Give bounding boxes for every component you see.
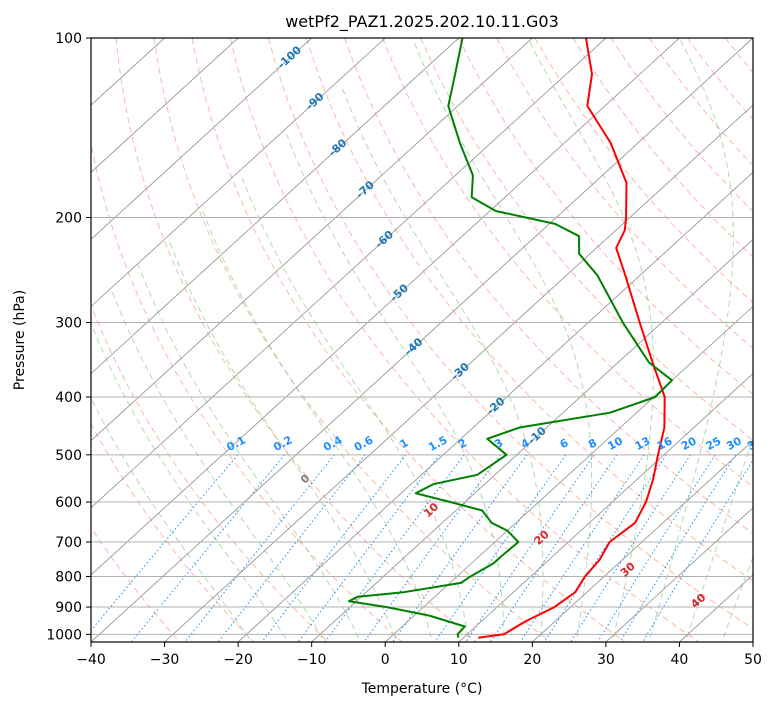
y-tick-label: 900 [55,600,82,616]
mixing-ratio-line [261,454,407,642]
dry-adiabat [458,38,753,395]
mixing-ratio-label: 36 [745,434,765,453]
mixing-ratio-line [392,454,528,642]
y-axis-title: Pressure (hPa) [12,290,28,390]
isotherm-line [311,238,753,642]
moist-adiabat [684,436,753,642]
isotherm-line [164,104,753,642]
x-tick-label: −10 [297,652,327,668]
isotherm-line [384,305,753,642]
y-tick-label: 600 [55,495,82,511]
dry-adiabat [91,422,255,642]
y-tick-label: 400 [55,390,82,406]
isotherm-line [605,507,753,642]
dry-adiabat [267,38,753,630]
mixing-ratio-line [570,454,691,642]
y-tick-label: 300 [55,316,82,332]
x-tick-label: 0 [381,652,390,668]
dewpoint-line [348,38,673,638]
isotherm-line [458,372,753,642]
mixing-ratio-label: 25 [704,434,724,453]
background-lines [91,38,753,642]
isotherm-line [91,38,607,509]
y-tick-label: 500 [55,448,82,464]
x-tick-label: −30 [150,652,180,668]
moist-adiabat [169,242,397,642]
mixing-ratio-label: 10 [605,434,625,453]
moist-adiabat [91,322,289,642]
profile-lines [348,38,673,639]
mixing-ratio-label: 13 [633,434,653,453]
dry-adiabat [153,38,552,642]
isotherm-line [532,440,753,642]
y-tick-label: 200 [55,211,82,227]
isotherm-line [91,38,753,642]
moist-adiabat [340,85,544,642]
chart-title: wetPf2_PAZ1.2025.202.10.11.G03 [285,12,559,32]
isotherm-line [91,38,312,240]
x-tick-label: 40 [671,652,689,668]
dry-adiabat [191,38,626,642]
isotherm-line [91,38,533,442]
axes: −40 −30 −20 −10 0 10 20 30 40 50 100 200 300 400 500 60… [46,31,762,668]
x-tick-label: −40 [76,652,106,668]
x-tick-label: 30 [597,652,615,668]
dry-adiabat [344,38,753,535]
moist-adiabat [91,396,253,642]
mixing-ratio-label: 16 [655,434,675,453]
x-tick-label: 10 [450,652,468,668]
mixing-ratio-line [184,454,335,642]
mixing-ratio-label: 30 [724,434,744,453]
mixing-ratio-line [91,454,239,632]
moist-adiabat [721,555,753,642]
y-tick-label: 700 [55,535,82,551]
dry-adiabat [420,38,753,441]
mixing-ratio-label: 20 [679,434,699,453]
isotherm-line [237,171,753,642]
temperature-line [478,38,666,639]
y-tick-label: 100 [55,31,82,47]
isotherm-line [91,38,386,308]
x-tick-label: 20 [523,652,541,668]
y-tick-label: 1000 [46,627,82,643]
moist-adiabat [111,290,326,642]
moist-adiabat [412,38,593,642]
dry-adiabat [91,526,181,642]
mixing-ratio-line [363,454,501,642]
dry-adiabat [115,38,478,642]
x-tick-label: 50 [744,652,762,668]
moist-adiabat [648,38,734,642]
y-tick-label: 800 [55,570,82,586]
mixing-ratio-line [217,454,366,642]
isotherm-line [91,38,680,576]
mixing-ratio-line [519,454,645,642]
x-tick-label: −20 [223,652,253,668]
mixing-ratio-line [465,454,595,642]
x-axis-title: Temperature (°C) [361,681,483,697]
plot-frame [90,37,754,643]
isotherm-line [91,38,460,375]
isotherm-line [91,38,239,173]
